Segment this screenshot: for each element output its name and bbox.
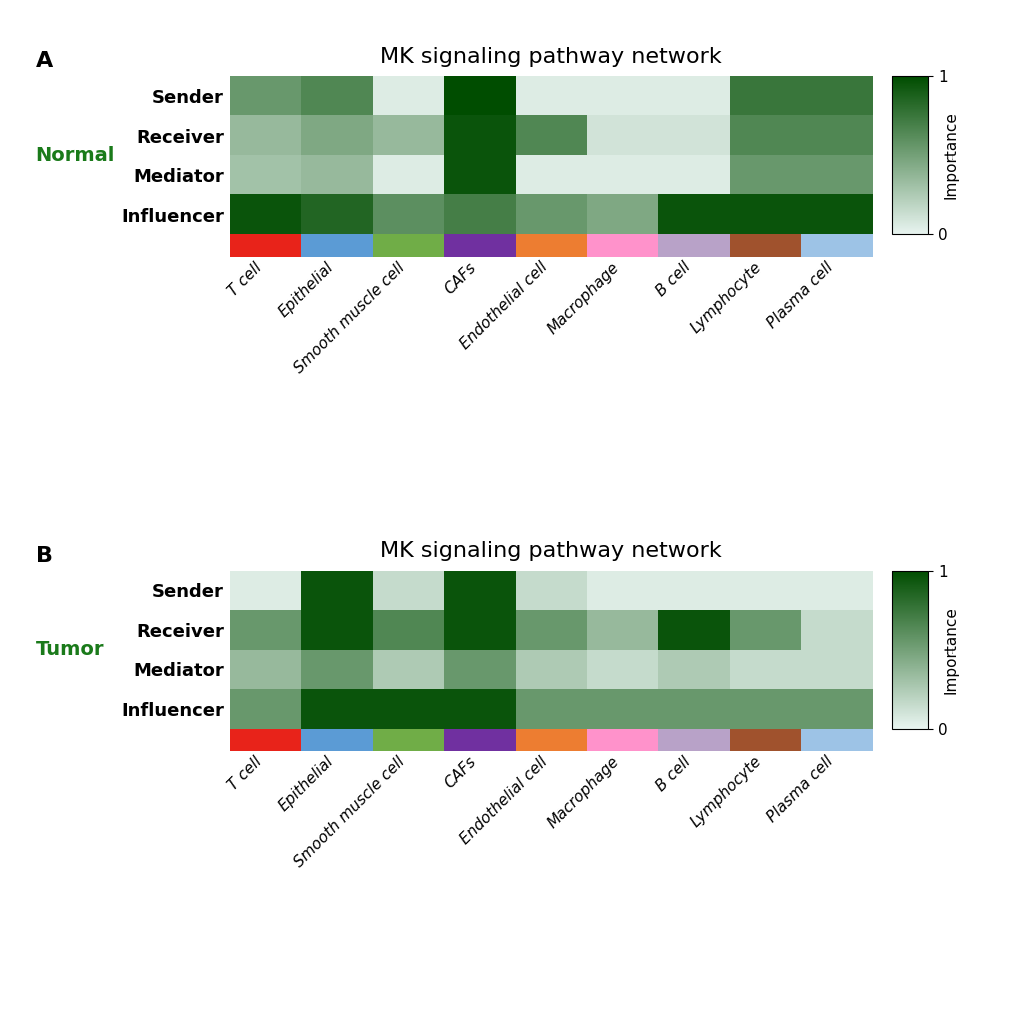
Title: MK signaling pathway network: MK signaling pathway network (379, 541, 721, 560)
Text: Normal: Normal (36, 146, 115, 165)
Text: B: B (36, 545, 53, 566)
Text: A: A (36, 51, 53, 71)
Text: Importance: Importance (943, 605, 957, 694)
Text: Importance: Importance (943, 111, 957, 200)
Title: MK signaling pathway network: MK signaling pathway network (379, 47, 721, 66)
Text: Tumor: Tumor (36, 640, 104, 659)
